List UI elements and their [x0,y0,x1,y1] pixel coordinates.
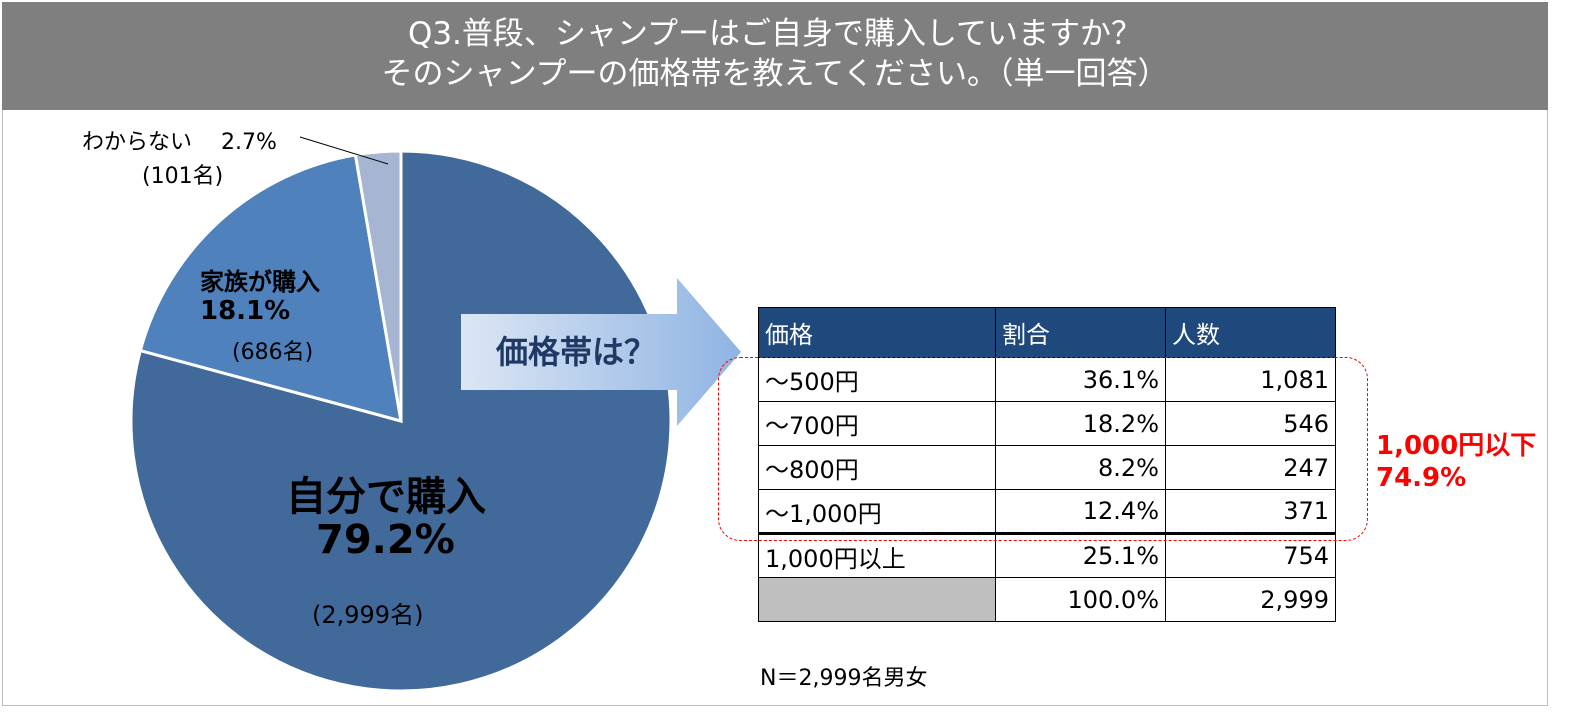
family-percent: 18.1% [200,296,291,326]
sample-note: N＝2,999名男女 [760,666,928,691]
row-price: ～800円 [758,445,996,490]
table-row: 1,000円以上 25.1% 754 [758,532,1336,578]
unknown-leader-line [299,136,389,165]
unknown-count: (101名) [142,164,224,189]
unknown-percent: 2.7% [221,130,277,155]
row-price: ～700円 [758,401,996,446]
self-label: 自分で購入 [286,474,486,520]
highlight-label: 1,000円以下 74.9% [1376,430,1536,494]
total-ratio: 100.0% [995,577,1166,622]
pie-slice-family [138,153,403,424]
row-ratio: 18.2% [995,401,1166,446]
row-price: 1,000円以上 [758,532,996,578]
header-count: 人数 [1165,307,1336,358]
table-row: ～500円 36.1% 1,081 [758,357,1336,402]
total-blank-cell [758,577,996,622]
row-count: 247 [1165,445,1336,490]
unknown-label-row: わからない 2.7% [82,124,277,156]
question-line-2: そのシャンプーの価格帯を教えてください。（単一回答） [381,56,1169,92]
row-count: 546 [1165,401,1336,446]
row-price: ～1,000円 [758,489,996,534]
highlight-line-2: 74.9% [1376,463,1467,493]
family-count: (686名) [232,340,314,365]
row-price: ～500円 [758,357,996,402]
row-ratio: 12.4% [995,489,1166,534]
price-table: 価格 割合 人数 ～500円 36.1% 1,081 ～700円 18.2% 5… [758,307,1336,622]
total-count: 2,999 [1165,577,1336,622]
pie-slice-unknown [353,149,403,422]
row-count: 1,081 [1165,357,1336,402]
self-percent: 79.2% [316,517,455,563]
header-ratio: 割合 [995,307,1166,358]
arrow-shape [461,278,741,426]
arrow-label: 価格帯は？ [496,333,657,371]
question-header: Q3.普段、シャンプーはご自身で購入していますか？ そのシャンプーの価格帯を教え… [2,2,1548,110]
header-price: 価格 [758,307,996,358]
unknown-label: わからない [82,130,193,155]
table-total-row: 100.0% 2,999 [758,577,1336,622]
highlight-line-1: 1,000円以下 [1376,431,1537,461]
family-label: 家族が購入 [200,268,320,296]
table-row: ～700円 18.2% 546 [758,401,1336,446]
table-header-row: 価格 割合 人数 [758,307,1336,358]
question-line-1: Q3.普段、シャンプーはご自身で購入していますか？ [407,16,1143,52]
self-count: (2,999名) [312,601,424,629]
row-ratio: 36.1% [995,357,1166,402]
highlight-dashed-box [718,357,1368,541]
